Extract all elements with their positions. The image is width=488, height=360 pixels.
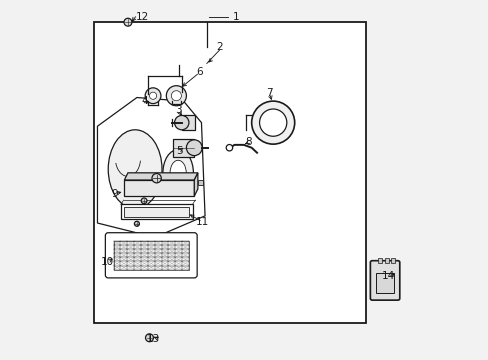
Polygon shape xyxy=(194,173,198,196)
Text: 13: 13 xyxy=(146,333,160,343)
Bar xyxy=(124,207,188,217)
Circle shape xyxy=(186,140,202,156)
Polygon shape xyxy=(97,98,204,237)
Bar xyxy=(198,180,203,185)
Text: 8: 8 xyxy=(244,138,251,147)
Circle shape xyxy=(145,334,153,342)
Polygon shape xyxy=(124,173,198,180)
Bar xyxy=(94,22,366,323)
Text: 11: 11 xyxy=(196,217,209,227)
Text: 7: 7 xyxy=(266,88,272,98)
Circle shape xyxy=(171,91,181,101)
Circle shape xyxy=(166,86,186,106)
Bar xyxy=(124,180,194,196)
Text: 10: 10 xyxy=(101,257,114,267)
Bar xyxy=(390,258,395,263)
Circle shape xyxy=(124,18,132,26)
Bar xyxy=(172,139,194,157)
Circle shape xyxy=(149,92,156,99)
Bar xyxy=(182,116,195,130)
Bar xyxy=(375,273,394,293)
FancyBboxPatch shape xyxy=(105,233,197,278)
Text: 3: 3 xyxy=(175,105,181,115)
Text: 6: 6 xyxy=(196,67,203,77)
Text: 1: 1 xyxy=(233,12,240,22)
FancyBboxPatch shape xyxy=(369,261,399,300)
Ellipse shape xyxy=(108,130,162,209)
Text: 4: 4 xyxy=(141,96,148,106)
Text: 14: 14 xyxy=(381,271,394,281)
Bar xyxy=(377,258,382,263)
Bar xyxy=(384,258,388,263)
Ellipse shape xyxy=(170,160,186,185)
Circle shape xyxy=(251,101,294,144)
Circle shape xyxy=(145,88,161,104)
Bar xyxy=(121,204,192,220)
Circle shape xyxy=(226,144,232,151)
Circle shape xyxy=(134,221,139,226)
Circle shape xyxy=(141,198,147,204)
Circle shape xyxy=(152,174,161,183)
Bar xyxy=(113,241,188,270)
Text: 2: 2 xyxy=(216,42,222,51)
Circle shape xyxy=(174,116,188,130)
Text: 12: 12 xyxy=(135,12,149,22)
Circle shape xyxy=(259,109,286,136)
Ellipse shape xyxy=(163,149,193,196)
Text: 9: 9 xyxy=(111,189,118,199)
Text: 5: 5 xyxy=(176,145,182,156)
